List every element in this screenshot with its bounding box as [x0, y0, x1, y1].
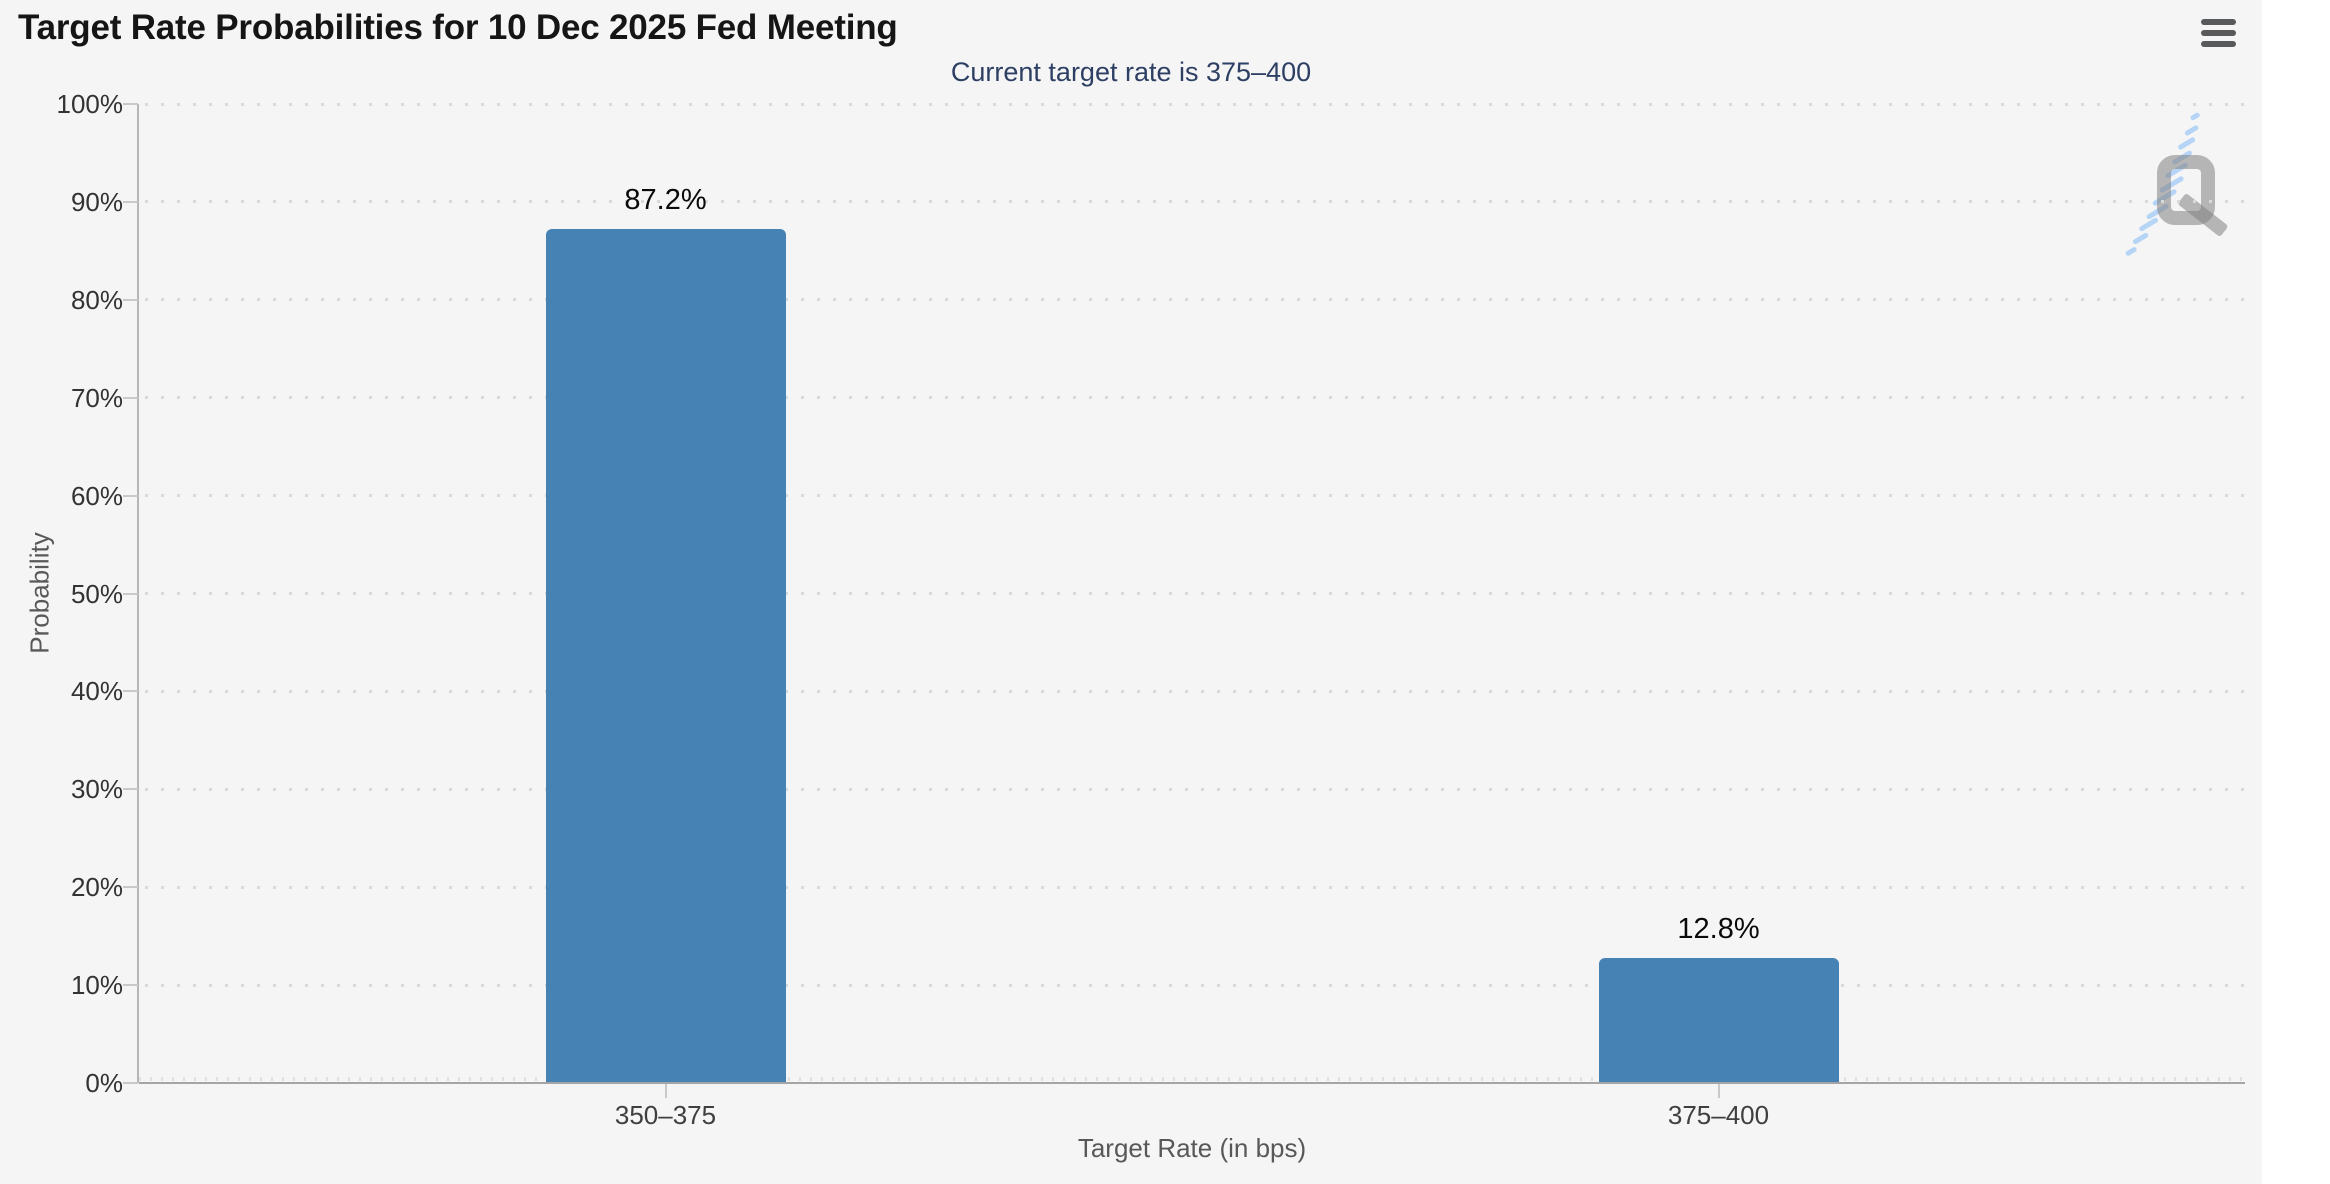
gridline-50	[145, 592, 2245, 595]
y-tick-70	[123, 396, 138, 399]
y-tick-label-40: 40%	[70, 676, 123, 707]
x-tick-1	[664, 1083, 667, 1098]
x-axis-minor-ticks	[139, 1077, 2245, 1081]
hamburger-icon	[2200, 40, 2236, 48]
bar-350-375[interactable]	[545, 229, 786, 1083]
gridline-100	[145, 102, 2245, 106]
gridline-60	[145, 494, 2245, 498]
y-tick-80	[123, 298, 138, 301]
y-tick-label-60: 60%	[70, 480, 123, 511]
chart-title: Target Rate Probabilities for 10 Dec 202…	[18, 8, 898, 47]
gridline-20	[145, 885, 2245, 889]
plot-area: 87.2% 350–375 12.8% 375–400	[123, 102, 2245, 1130]
y-axis-labels: 0% 10% 20% 30% 40% 50% 60% 70% 80% 90% 100%	[0, 91, 124, 1096]
y-axis-title: Probability	[24, 532, 55, 654]
y-tick-60	[123, 494, 138, 497]
y-tick-label-30: 30%	[70, 774, 123, 805]
bar-value-label: 87.2%	[624, 184, 707, 217]
gridline-40	[145, 689, 2245, 693]
y-axis-line	[137, 104, 139, 1083]
y-tick-40	[123, 690, 138, 693]
y-tick-90	[123, 200, 138, 203]
gridline-70	[145, 396, 2245, 400]
x-tick-2	[1717, 1083, 1720, 1098]
y-tick-label-80: 80%	[70, 284, 123, 315]
gridline-30	[145, 787, 2245, 791]
x-category-label: 375–400	[1667, 1100, 1770, 1130]
gridline-90	[145, 200, 2245, 204]
y-tick-label-100: 100%	[56, 89, 124, 119]
y-tick-30	[123, 788, 138, 791]
x-axis-title: Target Rate (in bps)	[1077, 1133, 1307, 1163]
y-tick-20	[123, 886, 138, 889]
bar-value-label: 12.8%	[1677, 912, 1760, 945]
gridline-10	[145, 983, 2245, 987]
y-tick-label-50: 50%	[70, 578, 123, 609]
y-tick-label-0: 0%	[85, 1068, 123, 1098]
y-tick-0	[123, 1082, 138, 1084]
gridline-80	[145, 298, 2245, 302]
x-category-label: 350–375	[614, 1100, 717, 1130]
y-tick-label-20: 20%	[70, 872, 123, 903]
y-tick-10	[123, 984, 138, 987]
chart-subtitle: Current target rate is 375–400	[950, 57, 1312, 87]
x-axis-line	[139, 1082, 2245, 1084]
hamburger-icon	[2200, 18, 2236, 26]
chart-context-menu-button[interactable]	[2196, 13, 2240, 53]
hamburger-icon	[2200, 29, 2236, 37]
y-tick-label-90: 90%	[70, 186, 123, 217]
bar-375-400[interactable]	[1598, 957, 1839, 1083]
y-tick-100	[123, 103, 138, 105]
y-tick-50	[123, 592, 138, 595]
y-tick-label-70: 70%	[70, 382, 123, 413]
probability-bar-chart: Target Rate Probabilities for 10 Dec 202…	[0, 8, 2245, 1163]
y-tick-label-10: 10%	[70, 970, 123, 1001]
